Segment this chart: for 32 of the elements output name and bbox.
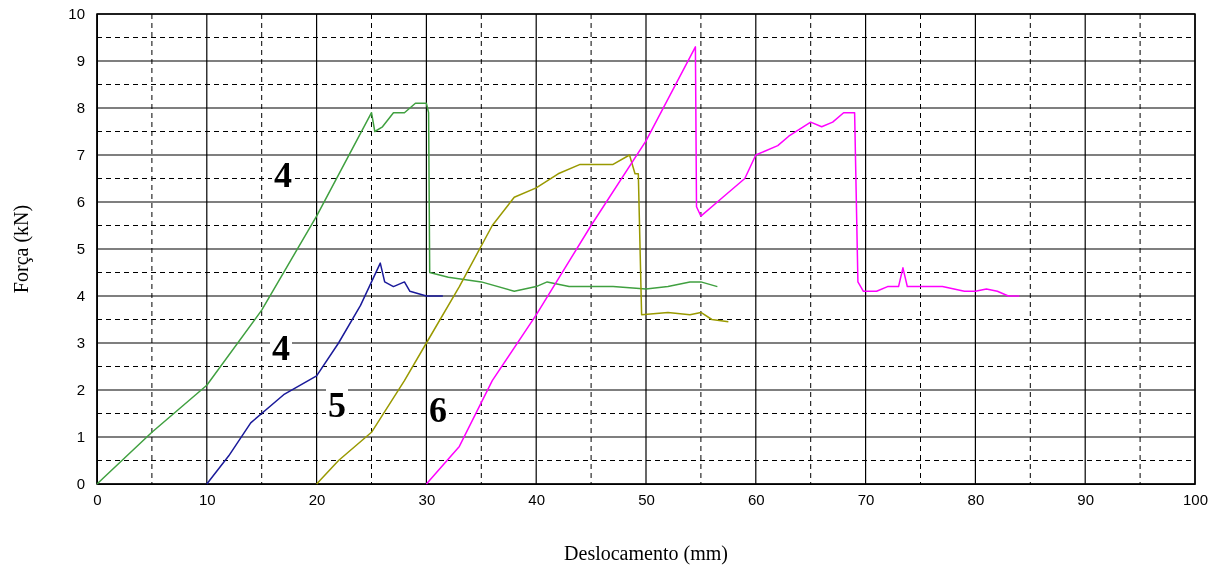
x-tick-label: 80 [967, 490, 985, 508]
x-tick-label: 60 [747, 490, 765, 508]
y-tick-label: 0 [76, 475, 85, 493]
y-tick-label: 2 [76, 381, 85, 399]
line-series [206, 262, 444, 485]
y-tick-label: 3 [76, 334, 85, 352]
y-tick-label: 7 [76, 146, 85, 164]
y-tick-label: 9 [76, 52, 85, 70]
x-tick-label: 100 [1182, 490, 1209, 508]
y-tick-label: 1 [76, 428, 85, 446]
x-tick-label: 40 [528, 490, 546, 508]
y-tick-label: 4 [76, 287, 85, 305]
y-tick-label: 8 [76, 99, 85, 117]
x-axis-title: Deslocamento (mm) [564, 542, 728, 565]
x-tick-label: 10 [198, 490, 216, 508]
y-tick-label: 10 [68, 5, 85, 23]
line-series [96, 102, 719, 485]
y-tick-label: 5 [76, 240, 85, 258]
x-tick-label: 30 [418, 490, 436, 508]
x-tick-label: 0 [93, 490, 102, 508]
x-tick-label: 20 [308, 490, 326, 508]
line-series [315, 154, 730, 485]
x-tick-label: 70 [857, 490, 875, 508]
annotation: 4 [274, 155, 292, 195]
y-axis-title: Força (kN) [10, 204, 33, 294]
x-tick-label: 90 [1077, 490, 1095, 508]
y-tick-label: 6 [76, 193, 85, 211]
x-tick-label: 50 [638, 490, 655, 508]
annotation: 5 [328, 385, 346, 425]
annotation: 4 [272, 328, 290, 368]
line-series [425, 46, 1021, 485]
annotation: 6 [429, 390, 447, 430]
